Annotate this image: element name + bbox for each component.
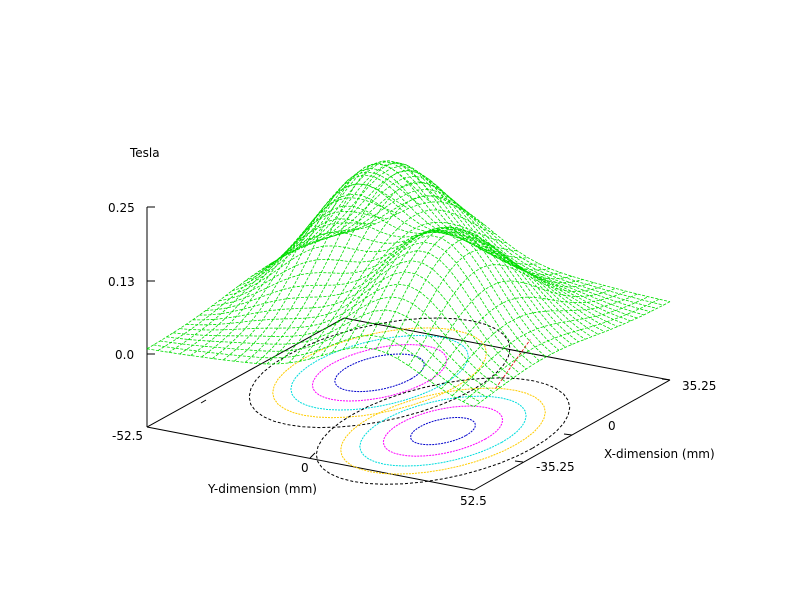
contour-ring	[315, 377, 571, 485]
mesh-line-x	[238, 218, 566, 348]
mesh-line-x	[297, 161, 625, 325]
y-axis-title: Y-dimension (mm)	[207, 482, 317, 496]
x-tick-label: 35.25	[682, 379, 716, 393]
y-tick-label: 52.5	[460, 494, 487, 508]
contour-ring	[272, 327, 487, 419]
mesh-line-x	[323, 182, 651, 313]
z-tick-label: 0.25	[108, 201, 135, 215]
z-tick-label: 0.13	[108, 275, 135, 289]
mesh-line-y	[201, 197, 398, 358]
x-axis-title: X-dimension (mm)	[604, 447, 715, 461]
mesh-line-x	[179, 283, 507, 384]
mesh-line-x	[336, 195, 664, 306]
y-axis-line	[146, 426, 475, 491]
back-axis-line	[146, 317, 345, 428]
x-tick-mark	[514, 460, 524, 463]
mesh-line-x	[270, 167, 599, 335]
contour-ring	[290, 334, 469, 411]
contour-ring	[311, 344, 448, 402]
z-axis-title: Tesla	[129, 146, 160, 160]
mesh-line-y	[473, 301, 671, 408]
mesh-line-y	[190, 210, 387, 356]
y-tick-mark	[309, 452, 316, 459]
mesh-line-x	[199, 250, 527, 370]
mesh-line-x	[186, 271, 514, 379]
x-tick-mark	[661, 378, 671, 381]
mesh-line-x	[212, 235, 540, 362]
x-tick-label: -35.25	[536, 460, 575, 474]
contour-ring	[248, 317, 511, 429]
mesh-line-x	[251, 193, 579, 343]
y-tick-mark	[200, 399, 207, 404]
mesh-line-x	[264, 174, 592, 338]
mesh-line-x	[173, 296, 501, 388]
mesh-line-y	[179, 222, 376, 355]
z-tick-label: 0.0	[115, 348, 134, 362]
mesh-line-x	[244, 205, 573, 345]
mesh-line-x	[166, 309, 494, 393]
contour-ring	[334, 353, 425, 393]
mesh-line-y	[462, 298, 660, 403]
back-axis-line-2	[343, 317, 671, 381]
mesh-line-x	[146, 347, 475, 408]
mesh-line-x	[231, 226, 560, 351]
mesh-line-x	[310, 170, 638, 319]
mesh-line-x	[277, 163, 605, 333]
mesh-line-y	[364, 226, 562, 348]
contour-ring	[410, 416, 476, 446]
contour-ring	[340, 387, 546, 475]
y-tick-label: -52.5	[112, 429, 143, 443]
mesh-line-x	[218, 230, 547, 358]
mesh-line-x	[257, 183, 586, 340]
x-tick-label: 0	[608, 419, 616, 433]
mesh-line-x	[283, 160, 612, 330]
mesh-line-x	[303, 165, 631, 322]
mesh-line-x	[329, 188, 657, 309]
contour-ring	[382, 405, 504, 457]
mesh-line-x	[153, 335, 481, 403]
mesh-line-x	[205, 241, 534, 365]
contour-ring	[359, 395, 527, 467]
mesh-line-y	[408, 264, 605, 366]
mesh-line-x	[342, 201, 671, 303]
mesh-line-y	[157, 230, 355, 351]
contour-lines	[248, 317, 571, 485]
x-tick-mark	[563, 433, 573, 436]
mesh-line-y	[146, 231, 344, 350]
y-tick-label: 0	[301, 461, 309, 475]
mesh-line-x	[316, 175, 645, 316]
mesh-line-y	[419, 280, 616, 374]
surface-mesh	[146, 160, 671, 408]
underside-line	[495, 339, 531, 389]
mesh-line-x	[160, 322, 488, 398]
mesh-line-y	[223, 171, 420, 361]
mesh-line-x	[290, 160, 618, 327]
mesh-line-x	[225, 227, 553, 354]
mesh-line-x	[192, 260, 520, 374]
mesh-line-y	[375, 229, 572, 350]
